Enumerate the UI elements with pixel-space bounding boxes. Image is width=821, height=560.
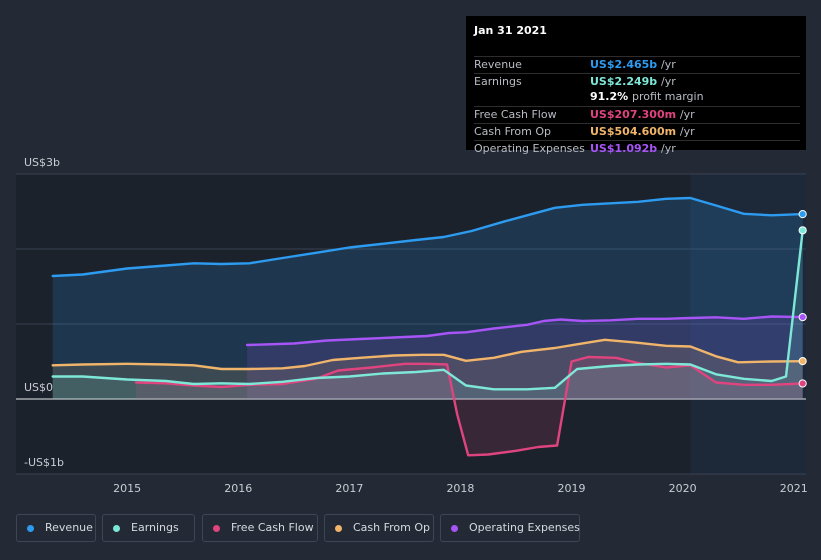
legend-label: Cash From Op (353, 515, 430, 541)
x-tick-label: 2018 (446, 482, 474, 495)
tooltip-value: US$2.465b /yr (590, 57, 676, 73)
legend-dot-icon (335, 525, 342, 532)
y-tick-label: US$0 (24, 381, 53, 394)
tooltip-unit: /yr (661, 58, 676, 71)
tooltip-row-earnings: Earnings US$2.249b /yr (474, 73, 800, 90)
tooltip-value: 91.2% profit margin (590, 89, 704, 105)
legend-dot-icon (27, 525, 34, 532)
tooltip-label: Revenue (474, 57, 522, 73)
x-tick-label: 2015 (113, 482, 141, 495)
endpoint-earnings[interactable] (799, 227, 806, 234)
tooltip-value-number: US$504.600m (590, 125, 676, 138)
tooltip-row-revenue: Revenue US$2.465b /yr (474, 56, 800, 73)
tooltip-value: US$504.600m /yr (590, 124, 695, 140)
tooltip-panel: Jan 31 2021 Revenue US$2.465b /yr Earnin… (466, 16, 806, 150)
tooltip-row-cash-from-op: Cash From Op US$504.600m /yr (474, 123, 800, 140)
tooltip-value-number: US$1.092b (590, 142, 657, 155)
tooltip-date: Jan 31 2021 (474, 24, 547, 37)
tooltip-unit: /yr (661, 142, 676, 155)
tooltip-value-number: 91.2% (590, 90, 628, 103)
tooltip-value-number: US$2.465b (590, 58, 657, 71)
legend-item-earnings[interactable]: Earnings (102, 514, 195, 542)
y-tick-label: -US$1b (24, 456, 64, 469)
tooltip-value: US$207.300m /yr (590, 107, 695, 123)
x-tick-label: 2017 (335, 482, 363, 495)
tooltip-row-free-cash-flow: Free Cash Flow US$207.300m /yr (474, 106, 800, 123)
x-tick-label: 2019 (558, 482, 586, 495)
tooltip-label: Earnings (474, 74, 522, 90)
endpoint-cash-from-op[interactable] (799, 358, 806, 365)
legend-label: Operating Expenses (469, 515, 580, 541)
x-tick-label: 2016 (224, 482, 252, 495)
tooltip-value: US$2.249b /yr (590, 74, 676, 90)
endpoint-revenue[interactable] (799, 211, 806, 218)
tooltip-label: Operating Expenses (474, 141, 585, 157)
legend-label: Revenue (45, 515, 93, 541)
tooltip-value: US$1.092b /yr (590, 141, 676, 157)
legend-label: Free Cash Flow (231, 515, 314, 541)
legend-dot-icon (213, 525, 220, 532)
tooltip-label: Cash From Op (474, 124, 551, 140)
endpoint-operating-expenses[interactable] (799, 314, 806, 321)
legend-dot-icon (113, 525, 120, 532)
tooltip-value-number: US$207.300m (590, 108, 676, 121)
legend-item-operating-expenses[interactable]: Operating Expenses (440, 514, 580, 542)
tooltip-unit: /yr (661, 75, 676, 88)
legend-dot-icon (451, 525, 458, 532)
legend-item-cash-from-op[interactable]: Cash From Op (324, 514, 434, 542)
x-tick-label: 2021 (780, 482, 808, 495)
x-tick-label: 2020 (669, 482, 697, 495)
legend-item-free-cash-flow[interactable]: Free Cash Flow (202, 514, 318, 542)
y-tick-label: US$3b (24, 156, 60, 169)
endpoint-free-cash-flow[interactable] (799, 380, 806, 387)
tooltip-label: Free Cash Flow (474, 107, 557, 123)
tooltip-row-profit-margin: 91.2% profit margin (474, 89, 800, 105)
x-axis-labels: 2015 2016 2017 2018 2019 2020 2021 (113, 482, 808, 495)
tooltip-unit: /yr (680, 125, 695, 138)
tooltip-unit: /yr (680, 108, 695, 121)
legend-label: Earnings (131, 515, 179, 541)
tooltip-row-operating-expenses: Operating Expenses US$1.092b /yr (474, 140, 800, 157)
legend-item-revenue[interactable]: Revenue (16, 514, 96, 542)
tooltip-unit: profit margin (632, 90, 704, 103)
tooltip-value-number: US$2.249b (590, 75, 657, 88)
